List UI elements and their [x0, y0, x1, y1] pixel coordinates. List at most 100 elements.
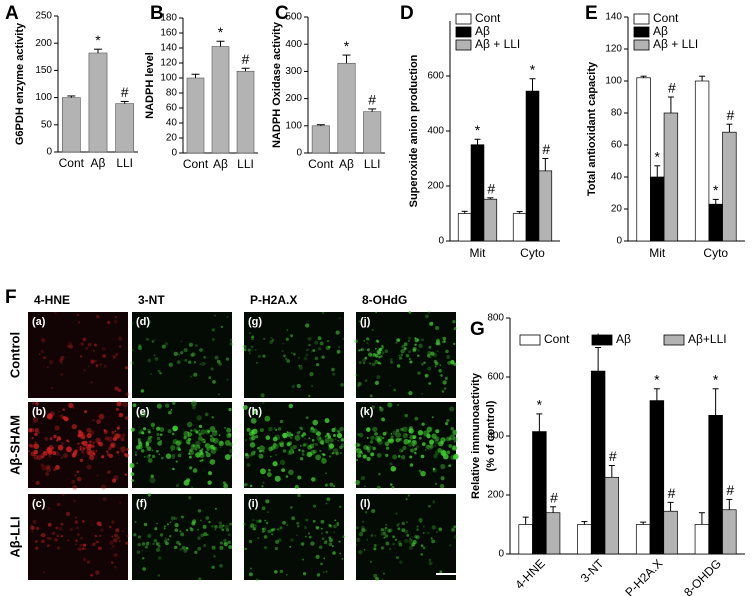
cell-signal	[397, 339, 400, 341]
cell-signal	[32, 501, 35, 504]
cell-signal	[151, 454, 156, 459]
cell-signal	[292, 451, 295, 454]
bar	[538, 170, 553, 242]
cell-signal	[213, 314, 217, 317]
cell-signal	[453, 525, 457, 529]
cell-signal	[381, 344, 384, 348]
cell-signal	[309, 372, 314, 377]
cell-signal	[264, 519, 267, 522]
cell-signal	[389, 357, 393, 361]
cell-signal	[310, 351, 313, 353]
cell-signal	[28, 428, 33, 433]
cell-signal	[188, 342, 193, 347]
panel-letter: F	[5, 287, 17, 308]
bar	[115, 103, 135, 153]
cell-signal	[89, 440, 92, 443]
cell-signal	[114, 386, 119, 391]
cell-signal	[157, 556, 162, 560]
cell-signal	[153, 538, 158, 543]
cell-signal	[157, 574, 161, 577]
cell-signal	[421, 363, 424, 366]
cell-signal	[248, 436, 255, 442]
cell-signal	[226, 315, 229, 318]
cell-signal	[442, 453, 449, 460]
cell-signal	[159, 427, 165, 432]
cell-signal	[267, 529, 271, 534]
cell-signal	[317, 438, 324, 444]
significance-mark: *	[530, 61, 536, 77]
cell-signal	[73, 499, 76, 503]
cell-signal	[308, 535, 312, 539]
cell-signal	[190, 486, 194, 489]
cell-signal	[187, 437, 191, 442]
cell-signal	[410, 448, 415, 453]
cell-signal	[305, 416, 309, 420]
cell-signal	[33, 443, 40, 450]
cell-signal	[197, 528, 200, 531]
cell-signal	[229, 448, 234, 454]
cell-signal	[275, 453, 278, 456]
cell-signal	[111, 535, 114, 538]
cell-signal	[279, 569, 284, 574]
cell-signal	[188, 452, 191, 455]
cell-signal	[197, 546, 202, 551]
cell-signal	[97, 441, 104, 447]
cell-signal	[223, 483, 229, 489]
cell-signal	[302, 558, 305, 561]
cell-signal	[219, 545, 224, 550]
cell-signal	[420, 553, 424, 556]
bar	[722, 509, 737, 555]
cell-signal	[79, 446, 85, 452]
cell-signal	[198, 436, 203, 441]
cell-signal	[263, 337, 266, 340]
cell-signal	[417, 429, 424, 436]
cell-signal	[283, 355, 286, 358]
cell-signal	[316, 363, 320, 367]
cell-signal	[147, 436, 152, 440]
cell-signal	[374, 380, 380, 385]
cell-signal	[262, 354, 266, 358]
cell-signal	[366, 539, 369, 541]
cell-signal	[190, 429, 193, 432]
cell-signal	[269, 528, 274, 533]
cell-signal	[47, 450, 53, 455]
y-tick-label: 150	[35, 65, 52, 76]
bar	[663, 112, 679, 242]
x-tick-label: Cont	[183, 157, 209, 171]
y-tick-label: 20	[166, 133, 178, 144]
cell-signal	[208, 376, 212, 380]
cell-signal	[378, 472, 381, 476]
cell-signal	[303, 442, 308, 447]
cell-signal	[331, 428, 336, 433]
significance-mark: #	[609, 448, 617, 464]
cell-signal	[121, 433, 126, 437]
cell-signal	[98, 413, 105, 420]
cell-signal	[305, 353, 309, 357]
cell-signal	[227, 432, 232, 437]
cell-signal	[188, 360, 192, 364]
cell-signal	[361, 358, 367, 363]
cell-signal	[41, 337, 46, 343]
y-tick-label: 40	[611, 172, 623, 183]
cell-signal	[190, 375, 193, 378]
cell-signal	[332, 551, 336, 555]
cell-signal	[113, 553, 118, 558]
cell-signal	[450, 427, 454, 431]
cell-signal	[86, 560, 91, 564]
cell-signal	[99, 534, 102, 537]
cell-signal	[357, 453, 362, 458]
cell-signal	[385, 453, 389, 458]
cell-signal	[405, 498, 408, 501]
cell-signal	[286, 524, 289, 527]
cell-signal	[366, 427, 371, 433]
cell-signal	[249, 567, 252, 570]
cell-signal	[107, 321, 111, 325]
bar	[636, 77, 651, 242]
cell-signal	[129, 462, 135, 468]
cell-signal	[274, 445, 277, 448]
cell-signal	[314, 442, 318, 447]
cell-signal	[384, 349, 389, 353]
cell-signal	[204, 412, 209, 417]
cell-signal	[28, 443, 32, 448]
cell-signal	[219, 564, 223, 568]
